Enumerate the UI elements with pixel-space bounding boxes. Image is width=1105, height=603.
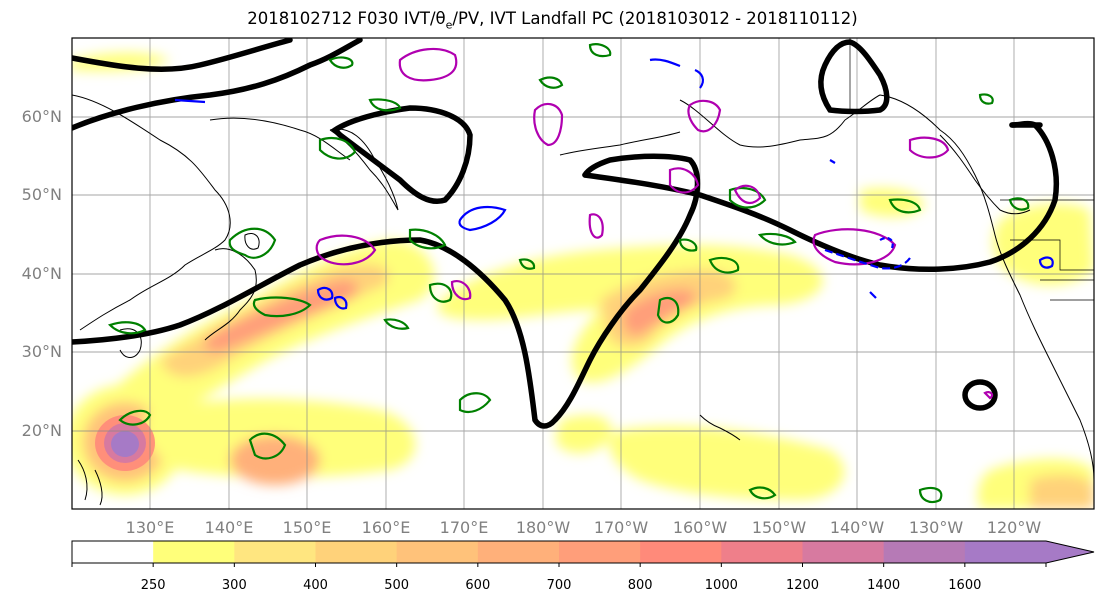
colorbar-segment (153, 541, 235, 563)
canada-coast (939, 134, 1031, 215)
graticule (72, 38, 1094, 509)
colorbar-segment (883, 541, 966, 563)
theta-e-contours (107, 43, 1030, 504)
pv-positive-contours (315, 47, 994, 400)
lat-label-50: 50°N (22, 185, 62, 204)
hawaii-islands (699, 414, 741, 441)
philippines-islands (77, 459, 103, 506)
lon-label-160e: 160°E (362, 518, 411, 537)
colorbar-tick-label: 400 (303, 578, 328, 593)
typhoon-ivt-core (95, 415, 155, 471)
colorbar-tick-label: 250 (141, 578, 166, 593)
colorbar-segment (315, 541, 398, 563)
colorbar-segment (234, 541, 316, 563)
coastlines (72, 94, 1094, 506)
lon-label-140e: 140°E (205, 518, 254, 537)
colorbar-segment (964, 541, 1047, 563)
colorbar-segment (72, 541, 154, 563)
colorbar-tick-label: 300 (222, 578, 247, 593)
colorbar-tick-label: 1000 (705, 578, 738, 593)
colorbar-ticks: 250 300 400 500 600 700 800 1000 1200 1400 1600 (71, 563, 1047, 593)
colorbar-segments (72, 541, 1094, 563)
borders (849, 38, 1094, 301)
lon-label-120w: 120°W (987, 518, 1042, 537)
colorbar-segment (721, 541, 803, 563)
lon-label-130w: 130°W (909, 518, 964, 537)
lat-label-30: 30°N (22, 342, 62, 361)
map-frame (71, 37, 1095, 510)
colorbar-tick-label: 1400 (867, 578, 900, 593)
kamchatka-coast (329, 128, 399, 211)
colorbar-segment (802, 541, 885, 563)
colorbar-segment (477, 541, 560, 563)
map-plot-area (72, 38, 1094, 509)
colorbar-segment (640, 541, 722, 563)
lat-label-60: 60°N (22, 107, 62, 126)
colorbar-tick-label: 700 (547, 578, 572, 593)
lat-label-40: 40°N (22, 264, 62, 283)
map-title: 2018102712 F030 IVT/θe/PV, IVT Landfall … (247, 9, 858, 32)
colorbar-tick-label: 1200 (786, 578, 819, 593)
alaska-coast (679, 94, 1094, 481)
ivt-colorbar: 250 300 400 500 600 700 800 1000 1200 1400 1600 (71, 540, 1095, 593)
colorbar-tick-label: 800 (628, 578, 653, 593)
colorbar-tick-label: 1600 (948, 578, 981, 593)
lon-label-170w: 170°W (594, 518, 649, 537)
lat-label-20: 20°N (22, 421, 62, 440)
aleutian-islands (559, 131, 681, 156)
lon-label-170e: 170°E (440, 518, 489, 537)
latitude-labels: 60°N 50°N 40°N 30°N 20°N (22, 107, 62, 440)
lon-label-130e: 130°E (126, 518, 175, 537)
lon-label-180w: 180°W (516, 518, 571, 537)
pv-negative-contours (174, 58, 1054, 310)
lon-label-150e: 150°E (283, 518, 332, 537)
colorbar-extend-arrow (1046, 541, 1094, 563)
lon-label-140w: 140°W (830, 518, 885, 537)
colorbar-outline (71, 540, 1095, 564)
okhotsk-coast (209, 117, 351, 161)
colorbar-tick-label: 500 (384, 578, 409, 593)
colorbar-segment (396, 541, 479, 563)
korea-coast (119, 328, 142, 358)
asia-coast (72, 94, 231, 331)
hokkaido-island (244, 233, 260, 250)
lon-label-160w: 160°W (673, 518, 728, 537)
lon-label-150w: 150°W (752, 518, 807, 537)
colorbar-tick-label: 600 (465, 578, 490, 593)
longitude-labels: 130°E 140°E 150°E 160°E 170°E 180°W 170°… (126, 518, 1042, 537)
colorbar-segment (559, 541, 641, 563)
ivt-landfall-pc-contour (72, 38, 1060, 429)
